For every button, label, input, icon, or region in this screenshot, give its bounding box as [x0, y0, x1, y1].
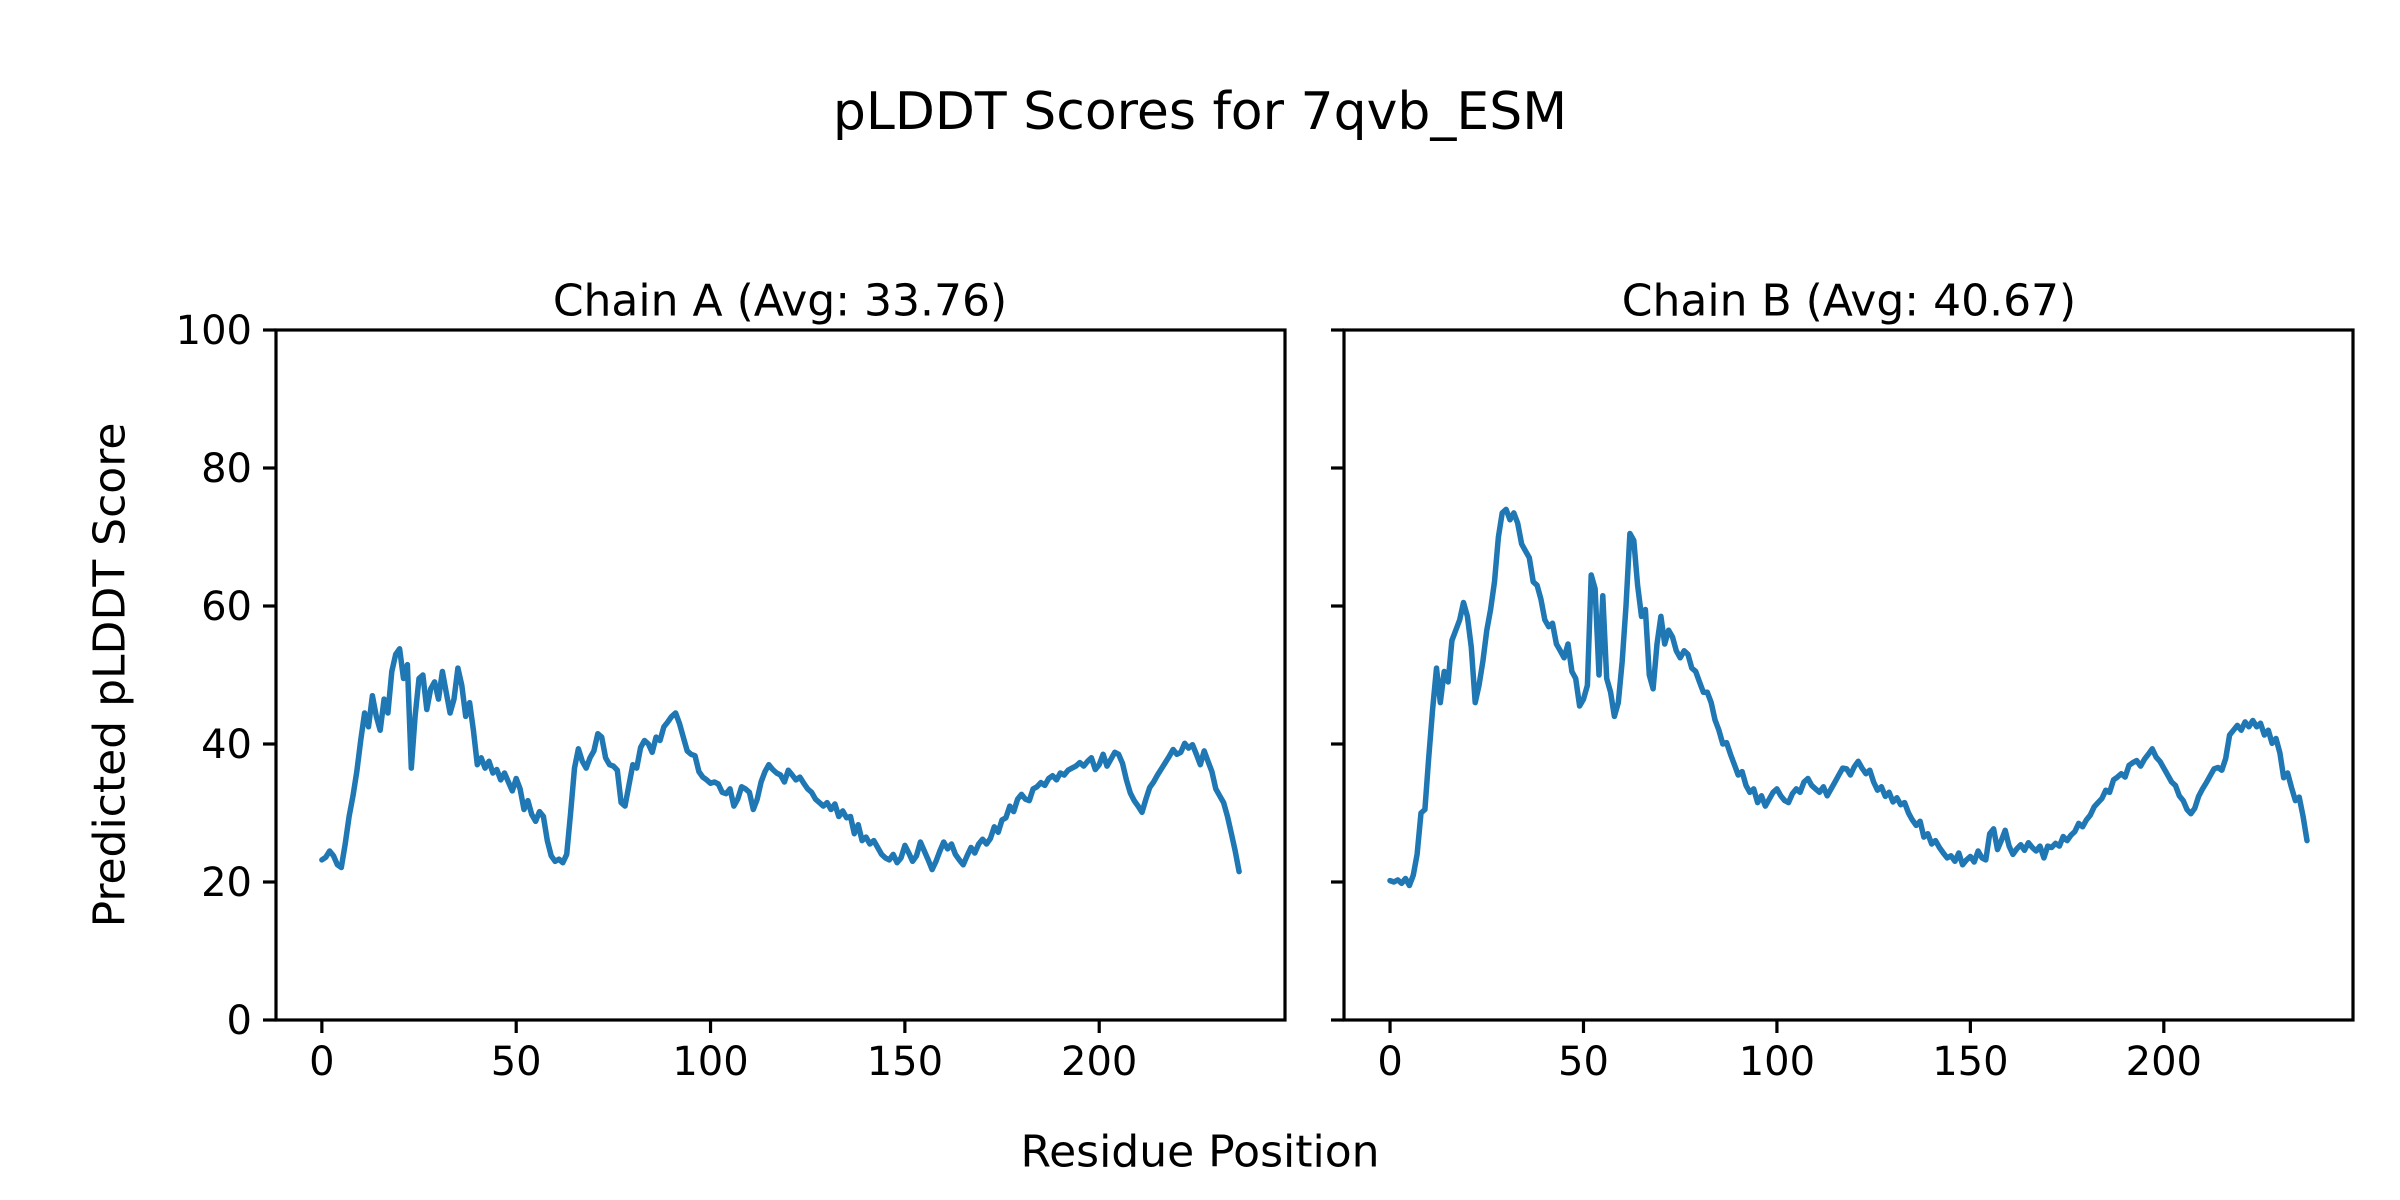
- y-tick-label: 20: [201, 860, 252, 906]
- chain-b-axes: 0 50 100 150 200: [1331, 328, 2355, 1085]
- chain-b-line: [1387, 506, 2310, 889]
- x-tick-label: 150: [1932, 1039, 2008, 1085]
- x-tick-label: 100: [672, 1039, 748, 1085]
- y-tick-label: 40: [201, 722, 252, 768]
- chain-b-subplot-title: Chain B (Avg: 40.67): [1621, 275, 2077, 327]
- y-tick-label: 60: [201, 584, 252, 630]
- y-tick-label: 0: [227, 998, 252, 1044]
- x-tick-label: 50: [491, 1039, 542, 1085]
- y-tick-label: 80: [201, 446, 252, 492]
- x-tick-label: 0: [309, 1039, 334, 1085]
- chain-a-subplot-title: Chain A (Avg: 33.76): [552, 275, 1008, 327]
- x-tick-label: 200: [1061, 1039, 1137, 1085]
- y-tick-label: 100: [176, 308, 252, 354]
- chain-a-axes: 0 50 100 150 200 0 20 40 60 80 100: [176, 308, 1287, 1085]
- chain-a-line: [319, 646, 1242, 875]
- x-tick-label: 200: [2126, 1039, 2202, 1085]
- x-tick-label: 50: [1558, 1039, 1609, 1085]
- x-axis-label: Residue Position: [1020, 1126, 1380, 1178]
- chain-a-spines: [274, 328, 1287, 1022]
- figure-title: pLDDT Scores for 7qvb_ESM: [832, 82, 1568, 142]
- x-tick-label: 100: [1739, 1039, 1815, 1085]
- x-tick-label: 150: [867, 1039, 943, 1085]
- y-axis-label: Predicted pLDDT Score: [84, 422, 136, 928]
- chain-b-spines: [1342, 328, 2355, 1022]
- x-tick-label: 0: [1377, 1039, 1402, 1085]
